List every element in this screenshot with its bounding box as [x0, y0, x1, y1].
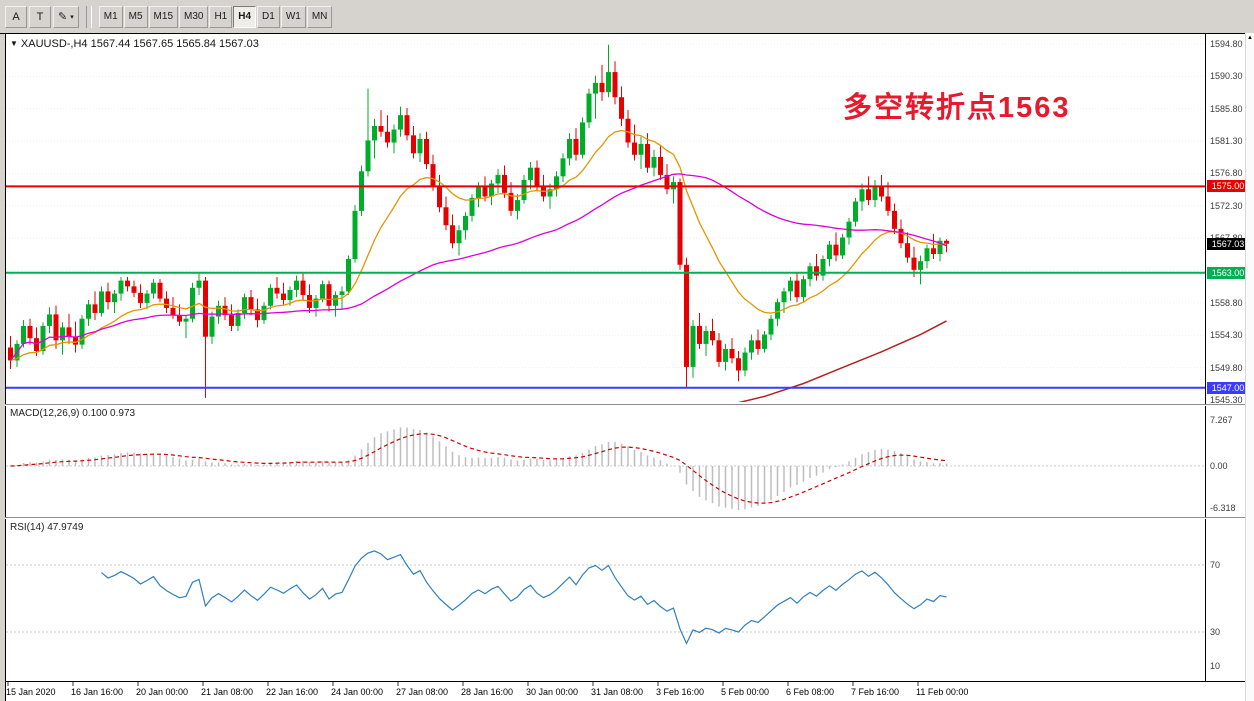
timeframe-button-w1[interactable]: W1	[280, 5, 306, 28]
timeframe-button-m15[interactable]: M15	[148, 5, 178, 28]
chart-toolbar: A T ✎ ▾ M1 M5 M15 M30 H1 H4 D1 W1 MN	[0, 0, 1254, 33]
timeframe-button-d1[interactable]: D1	[257, 5, 280, 28]
timeframe-button-m30[interactable]: M30	[179, 5, 209, 28]
timeframe-button-h1[interactable]: H1	[209, 5, 233, 28]
timeframe-button-m1[interactable]: M1	[98, 5, 123, 28]
chart-background[interactable]	[5, 33, 1254, 701]
scroll-up-icon: ▲	[1247, 35, 1253, 41]
timeframe-button-h4[interactable]: H4	[233, 5, 257, 28]
pointer-tool-button[interactable]: A	[5, 5, 27, 28]
draw-color-dropdown[interactable]: ✎ ▾	[53, 5, 79, 28]
text-tool-button[interactable]: T	[29, 5, 51, 28]
timeframe-button-mn[interactable]: MN	[306, 5, 333, 28]
timeframe-group: M1 M5 M15 M30 H1 H4 D1 W1 MN	[98, 5, 333, 28]
toolbar-separator	[85, 5, 92, 28]
pencil-icon: ✎	[58, 11, 68, 23]
vertical-scrollbar[interactable]: ▲	[1245, 33, 1254, 701]
timeframe-button-m5[interactable]: M5	[123, 5, 148, 28]
chevron-down-icon: ▾	[70, 13, 74, 21]
